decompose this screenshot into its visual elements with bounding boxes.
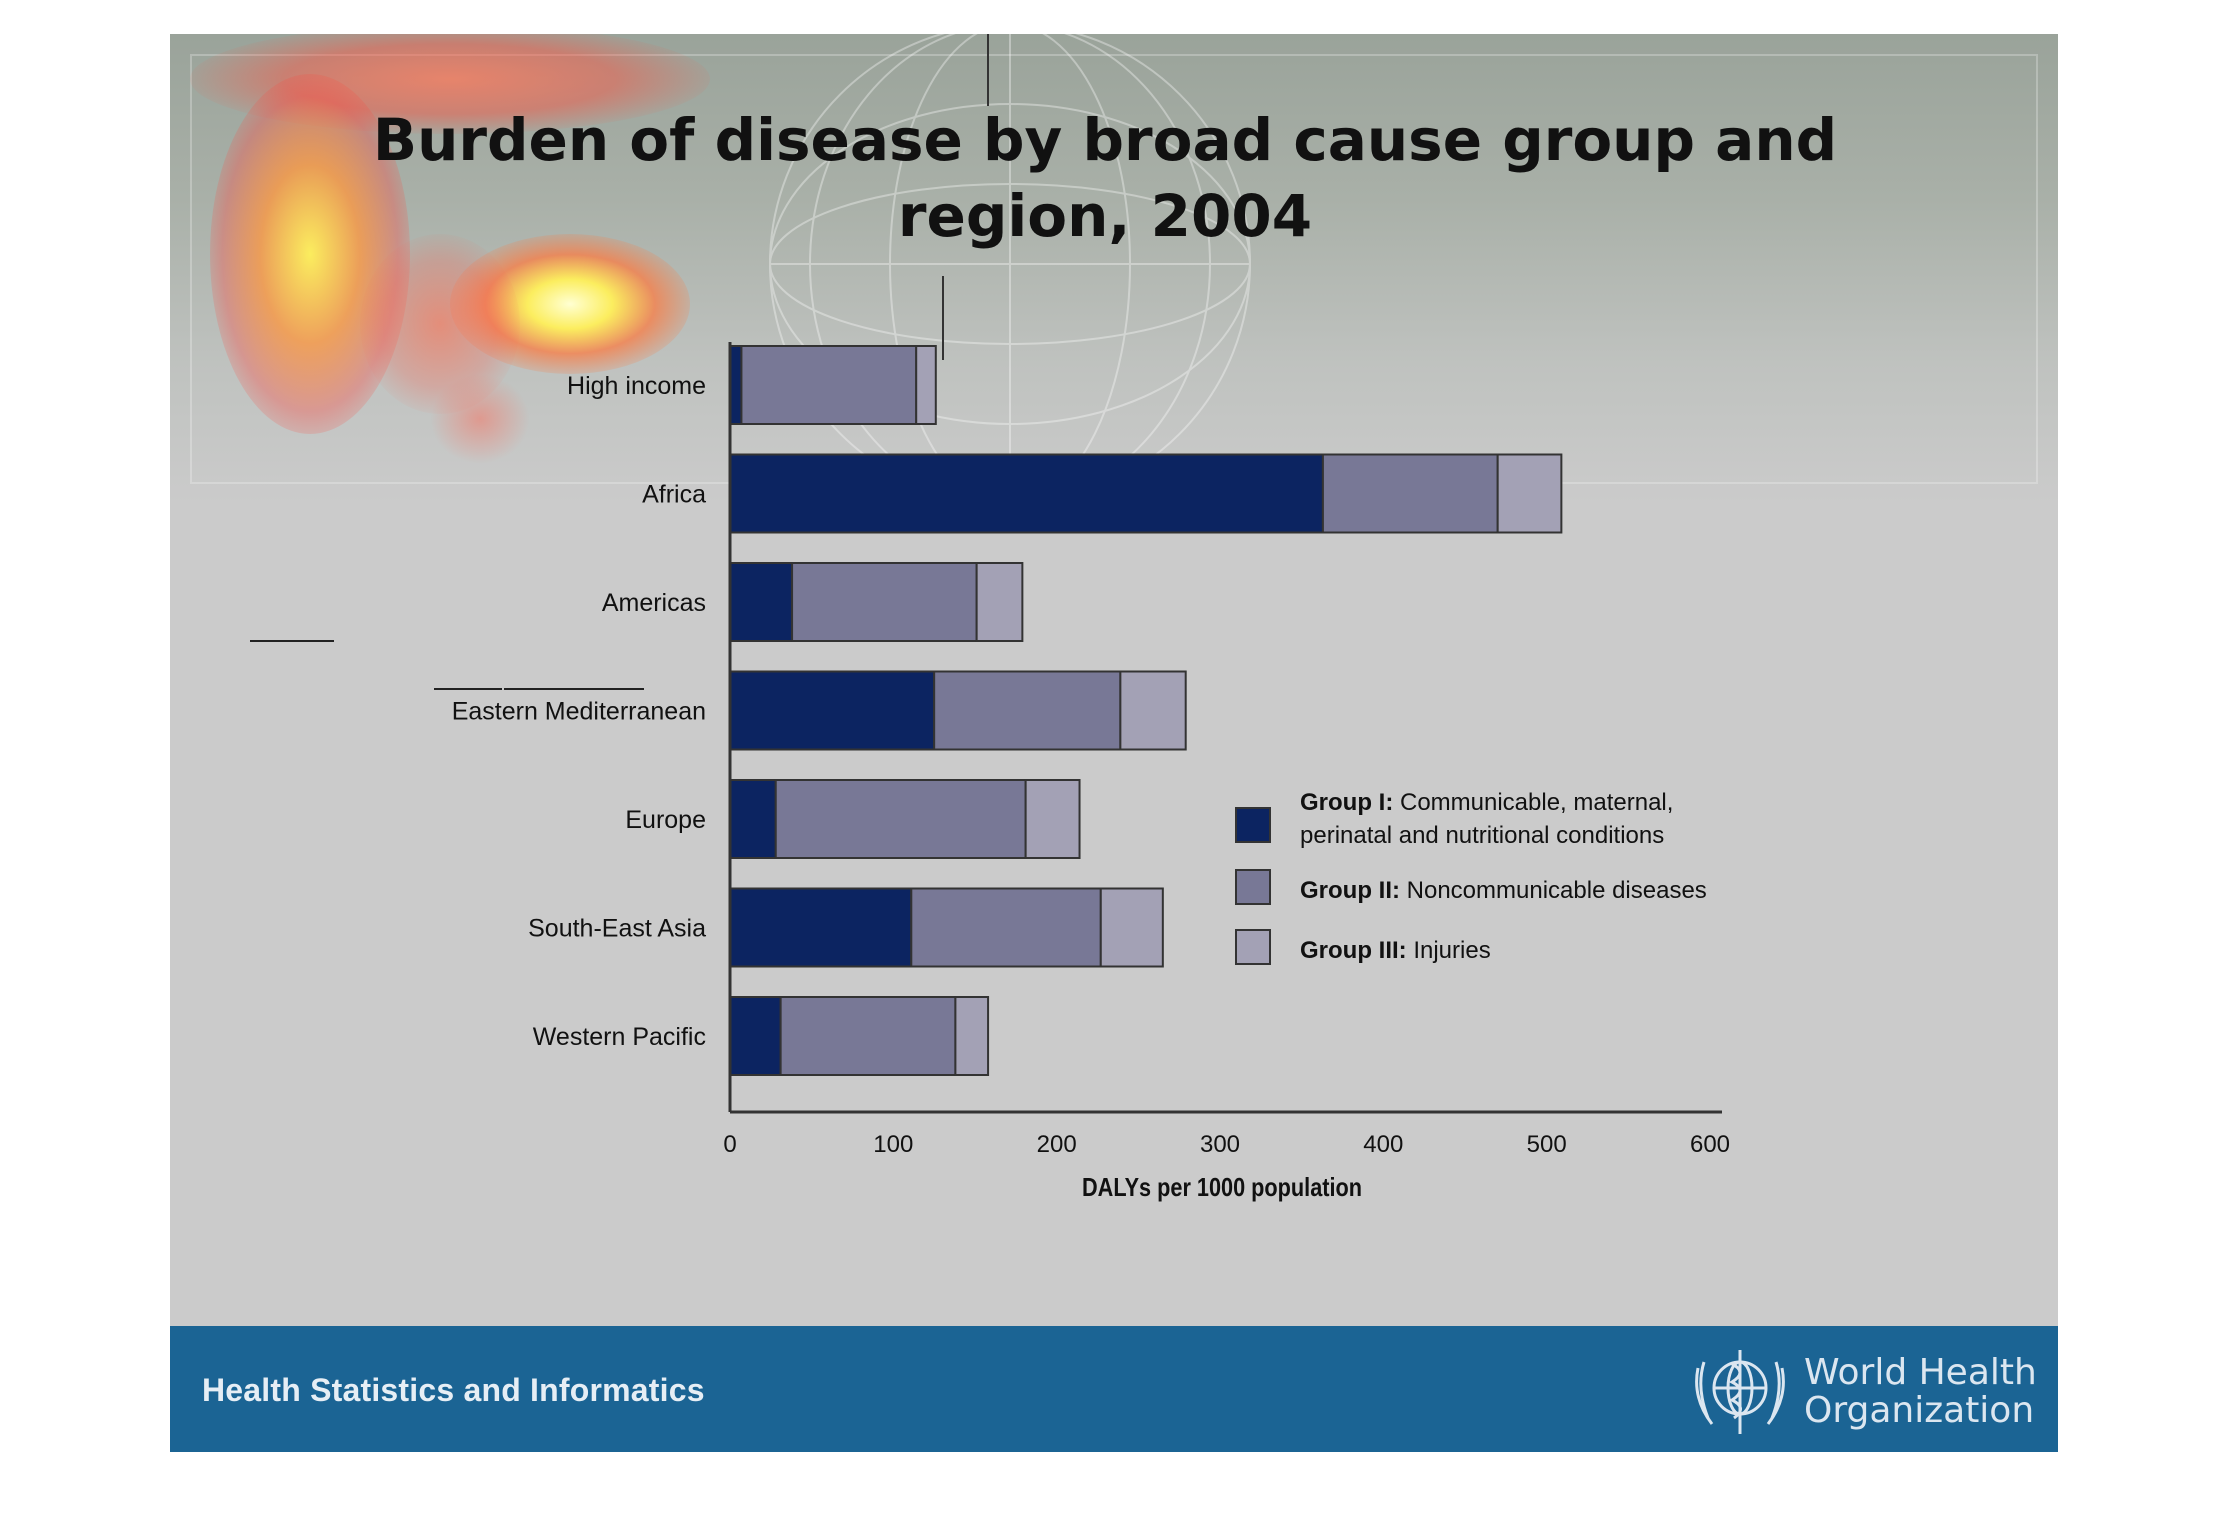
bar-segment (729, 453, 1324, 534)
bar-segment (1099, 887, 1164, 968)
org-name: World Health Organization (1804, 1354, 2037, 1430)
legend: Group I: Communicable, maternal, perinata… (1235, 789, 1707, 965)
divider (504, 688, 644, 690)
footer-text: Health Statistics and Informatics (202, 1372, 705, 1408)
bar-segment (1119, 670, 1187, 751)
page-title: Burden of disease by broad cause group a… (370, 102, 1840, 254)
x-tick-label: 300 (1200, 1131, 1240, 1158)
bar-segment (915, 345, 937, 425)
divider (942, 276, 944, 360)
bar-segment (774, 779, 1027, 859)
bar-segment (779, 996, 957, 1076)
category-label: South-East Asia (528, 915, 706, 943)
x-tick-label: 400 (1363, 1131, 1403, 1158)
legend-label-cont: perinatal and nutritional conditions (1300, 822, 1664, 849)
bar-segment (910, 887, 1102, 968)
bar-segment (1024, 779, 1081, 859)
x-tick-label: 200 (1037, 1131, 1077, 1158)
category-label: High income (567, 372, 706, 400)
category-labels: High income Africa Americas Eastern Mediter… (452, 372, 706, 1051)
x-axis-label: DALYs per 1000 population (1082, 1172, 1362, 1202)
title-line-1: Burden of disease by broad cause group a… (372, 106, 1838, 174)
bars-group (729, 345, 1563, 1076)
legend-label: Group II: Noncommunicable diseases (1300, 877, 1707, 904)
legend-swatch (1235, 869, 1271, 905)
divider (987, 34, 989, 106)
x-tick-label: 500 (1527, 1131, 1567, 1158)
who-emblem-icon (1695, 1350, 1785, 1434)
bar-segment (729, 887, 913, 968)
legend-label: Group I: Communicable, maternal, (1300, 789, 1673, 816)
bar-segment (729, 670, 936, 751)
x-tick-label: 100 (873, 1131, 913, 1158)
x-tick-label: 0 (723, 1131, 736, 1158)
bar-segment (729, 779, 777, 859)
bar-segment (729, 345, 743, 425)
category-label: Western Pacific (533, 1023, 706, 1051)
bar-segment (1321, 453, 1499, 534)
bar-segment (954, 996, 990, 1076)
bar-segment (1496, 453, 1563, 534)
bar-segment (933, 670, 1122, 751)
x-ticks: 0 100 200 300 400 500 600 (723, 1131, 1730, 1158)
title-line-2: region, 2004 (897, 182, 1313, 250)
category-label: Europe (625, 806, 706, 834)
bar-segment (740, 345, 918, 425)
bar-segment (975, 562, 1024, 642)
legend-swatch (1235, 807, 1271, 843)
legend-swatch (1235, 929, 1271, 965)
category-label: Africa (642, 481, 706, 509)
category-label: Eastern Mediterranean (452, 698, 706, 726)
legend-label: Group III: Injuries (1300, 937, 1491, 964)
x-tick-label: 600 (1690, 1131, 1730, 1158)
org-name-line-1: World Health (1804, 1352, 2037, 1393)
divider (250, 640, 334, 642)
bar-segment (729, 562, 794, 642)
divider (434, 688, 502, 690)
bar-segment (729, 996, 782, 1076)
org-name-line-2: Organization (1804, 1390, 2035, 1431)
category-label: Americas (602, 589, 706, 617)
bar-segment (791, 562, 978, 642)
